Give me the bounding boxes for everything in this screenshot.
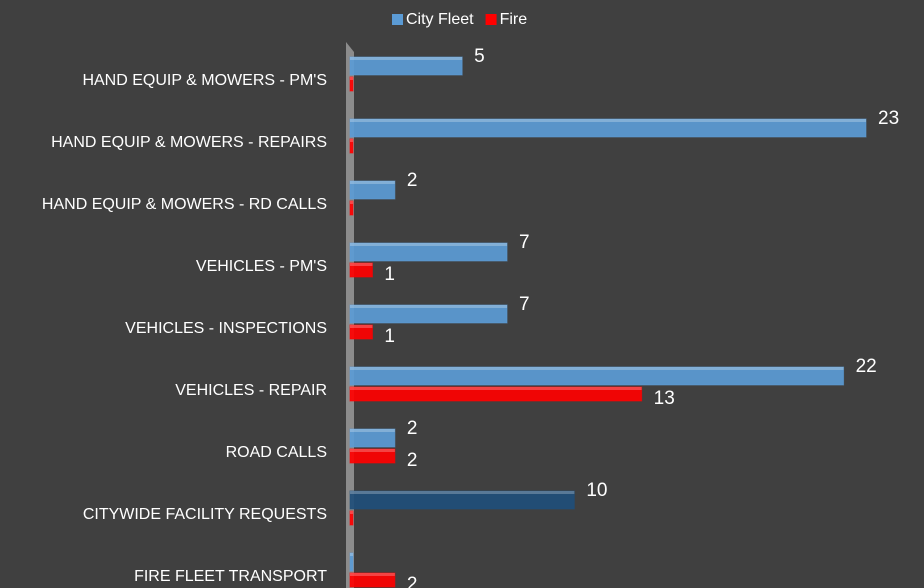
bar-top xyxy=(350,263,373,266)
bar-top xyxy=(350,553,353,556)
category-label: HAND EQUIP & MOWERS - REPAIRS xyxy=(51,134,327,151)
category-label: VEHICLES - REPAIR xyxy=(175,382,327,399)
bar-top xyxy=(350,243,508,246)
data-label: 5 xyxy=(474,46,485,67)
data-label: 7 xyxy=(519,294,530,315)
bar xyxy=(349,76,354,92)
bar-top xyxy=(350,305,508,308)
category-label: VEHICLES - INSPECTIONS xyxy=(125,320,327,337)
bar xyxy=(349,242,508,262)
data-label: 1 xyxy=(384,264,395,285)
bar xyxy=(349,366,845,386)
bar-top xyxy=(350,367,844,370)
category-label: FIRE FLEET TRANSPORT xyxy=(134,568,327,585)
data-label: 2 xyxy=(407,574,418,588)
data-label: 2 xyxy=(407,418,418,439)
bar xyxy=(349,138,354,154)
category-label: VEHICLES - PM'S xyxy=(196,258,327,275)
data-label: 7 xyxy=(519,232,530,253)
bar xyxy=(349,304,508,324)
bar-top xyxy=(350,181,395,184)
data-label: 1 xyxy=(384,326,395,347)
bar xyxy=(349,510,354,526)
bar xyxy=(349,56,463,76)
bar-top xyxy=(350,325,373,328)
bar xyxy=(349,324,373,340)
bar-top xyxy=(350,429,395,432)
data-label: 2 xyxy=(407,450,418,471)
legend-label: Fire xyxy=(500,11,528,28)
legend-swatch xyxy=(485,14,497,25)
data-label: 23 xyxy=(878,108,899,129)
bar-top xyxy=(350,387,642,390)
bar xyxy=(349,428,396,448)
bar xyxy=(349,448,396,464)
data-label: 2 xyxy=(407,170,418,191)
category-label: HAND EQUIP & MOWERS - RD CALLS xyxy=(42,196,327,213)
bar-top xyxy=(350,139,353,142)
legend-swatch xyxy=(392,14,403,25)
category-label: CITYWIDE FACILITY REQUESTS xyxy=(83,506,327,523)
bar xyxy=(349,552,354,572)
bar-top xyxy=(350,449,395,452)
bar-top xyxy=(350,77,353,80)
bar-top xyxy=(350,57,463,60)
data-label: 22 xyxy=(856,356,877,377)
bar xyxy=(349,490,575,510)
bar-top xyxy=(350,511,353,514)
data-label: 10 xyxy=(586,480,607,501)
bar-top xyxy=(350,491,575,494)
bar xyxy=(349,572,396,588)
legend-label: City Fleet xyxy=(406,11,474,28)
data-label: 13 xyxy=(654,388,675,409)
category-label: ROAD CALLS xyxy=(226,444,327,461)
bar-top xyxy=(350,201,353,204)
bar xyxy=(349,180,396,200)
bar xyxy=(349,386,643,402)
category-label: HAND EQUIP & MOWERS - PM'S xyxy=(82,72,327,89)
bar xyxy=(349,200,354,216)
bar-top xyxy=(350,573,395,576)
bar-top xyxy=(350,119,866,122)
bar xyxy=(349,118,867,138)
bar xyxy=(349,262,373,278)
